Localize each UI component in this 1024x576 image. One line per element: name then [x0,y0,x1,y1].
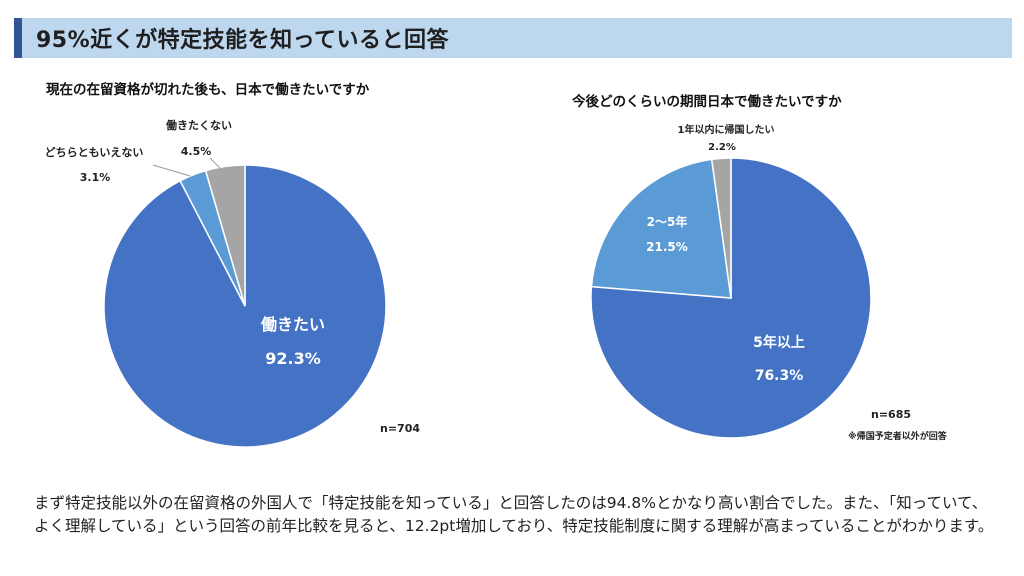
chart1-slice-value-1: 92.3% [265,349,321,368]
chart1-leader-line-3 [209,157,221,169]
chart2-slice-value-3: 2.2% [708,142,736,153]
chart2-slice-1 [590,157,872,439]
chart1-leader-line-2 [152,164,191,177]
section-header: 95%近くが特定技能を知っていると回答 [14,18,1012,58]
chart2-slice-label-1: 5年以上 [753,334,805,351]
chart2-title: 今後どのくらいの期間日本で働きたいですか [572,94,842,110]
chart2-note: ※帰国予定者以外が回答 [848,430,948,442]
caption-text: まず特定技能以外の在留資格の外国人で「特定技能を知っている」と回答したのは94.… [34,494,994,535]
chart2-slice-value-1: 76.3% [755,368,804,384]
chart2-sample-size: n=685 [871,408,911,421]
chart2-slice-3 [710,157,732,299]
chart2-slice-label-2: 2～5年 [647,214,688,229]
chart2-slice-value-2: 21.5% [646,240,688,254]
page-title: 95%近くが特定技能を知っていると回答 [36,28,450,53]
chart1-slice-value-2: 3.1% [80,171,111,184]
chart1-sample-size: n=704 [380,422,420,435]
chart1-slice-label-2: どちらともいえない [45,146,144,159]
chart1-slice-label-3: 働きたくない [165,118,232,132]
chart2-slice-2 [590,158,732,299]
chart1-slice-value-3: 4.5% [181,145,212,158]
chart1-title: 現在の在留資格が切れた後も、日本で働きたいですか [46,82,370,98]
chart1-slice-3 [204,164,246,307]
header-accent-bar [14,18,22,58]
chart1-slice-label-1: 働きたい [260,315,325,334]
chart2-slice-label-3: 1年以内に帰国したい [678,123,775,136]
